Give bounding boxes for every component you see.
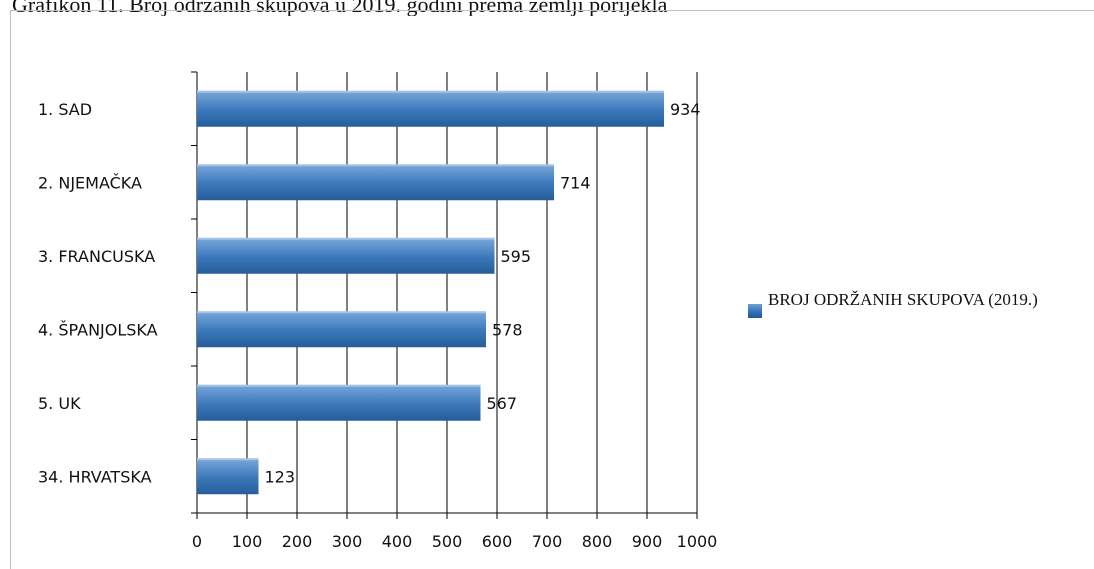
x-tick-label: 600 bbox=[482, 532, 513, 551]
category-label: 3. FRANCUSKA bbox=[38, 247, 155, 266]
bar-1 bbox=[197, 90, 664, 127]
category-label: 4. ŠPANJOLSKA bbox=[38, 320, 158, 339]
bars bbox=[197, 90, 664, 495]
bar-4 bbox=[197, 311, 486, 348]
chart-frame bbox=[10, 10, 1094, 569]
bar-highlight bbox=[197, 164, 554, 167]
data-label: 567 bbox=[487, 394, 518, 413]
data-label: 123 bbox=[265, 467, 296, 486]
x-tick-label: 0 bbox=[192, 532, 202, 551]
x-tick-label: 500 bbox=[432, 532, 463, 551]
data-label: 578 bbox=[492, 320, 523, 339]
bar-2 bbox=[197, 164, 554, 201]
x-tick-label: 1000 bbox=[677, 532, 718, 551]
x-tick-label: 200 bbox=[282, 532, 313, 551]
bar-3 bbox=[197, 237, 495, 274]
bar-5 bbox=[197, 384, 481, 421]
bar-highlight bbox=[197, 237, 495, 240]
legend-swatch bbox=[748, 304, 762, 318]
legend-label: BROJ ODRŽANIH SKUPOVA (2019.) bbox=[768, 290, 1038, 309]
x-tick-label: 900 bbox=[632, 532, 663, 551]
x-tick-label: 300 bbox=[332, 532, 363, 551]
bar-highlight bbox=[197, 458, 259, 461]
bar-highlight bbox=[197, 90, 664, 93]
category-label: 2. NJEMAČKA bbox=[38, 173, 142, 192]
x-tick-label: 100 bbox=[232, 532, 263, 551]
x-tick-label: 800 bbox=[582, 532, 613, 551]
category-label: 5. UK bbox=[38, 394, 81, 413]
data-label: 595 bbox=[501, 247, 532, 266]
category-label: 1. SAD bbox=[38, 100, 92, 119]
data-label: 934 bbox=[670, 100, 701, 119]
bar-highlight bbox=[197, 384, 481, 387]
x-tick-label: 700 bbox=[532, 532, 563, 551]
bar-highlight bbox=[197, 311, 486, 314]
labels: 0 100 200 300 400 500 600 700 800 900 1000 1. SAD 93… bbox=[38, 100, 717, 551]
chart-caption: Grafikon 11. Broj održanih skupova u 201… bbox=[12, 0, 668, 16]
category-label: 34. HRVATSKA bbox=[38, 467, 152, 486]
data-label: 714 bbox=[560, 173, 591, 192]
x-tick-label: 400 bbox=[382, 532, 413, 551]
bar-6 bbox=[197, 458, 259, 495]
gridlines bbox=[191, 71, 698, 519]
